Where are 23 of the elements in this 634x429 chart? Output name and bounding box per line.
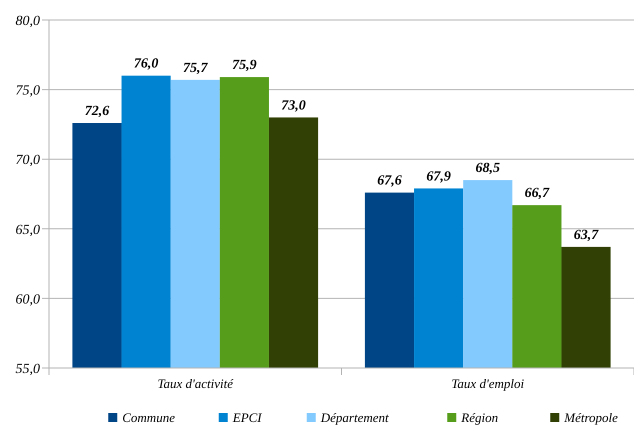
legend-label: Commune xyxy=(122,410,176,425)
legend-label: Département xyxy=(320,410,390,425)
data-label: 75,9 xyxy=(232,58,257,74)
legend-label: EPCI xyxy=(232,410,262,425)
x-tick-label: Taux d'emploi xyxy=(451,376,524,391)
data-label: 63,7 xyxy=(574,228,600,243)
data-label: 73,0 xyxy=(281,98,306,114)
legend-label: Région xyxy=(460,410,498,425)
data-label: 76,0 xyxy=(134,56,158,72)
y-tick-label: 55,0 xyxy=(16,362,40,377)
legend-label: Métropole xyxy=(563,410,618,425)
y-tick-label: 75,0 xyxy=(16,84,40,99)
y-tick-label: 60,0 xyxy=(16,292,40,308)
y-tick-label: 70,0 xyxy=(16,153,40,168)
y-tick-label: 65,0 xyxy=(16,222,40,238)
y-tick-label: 80,0 xyxy=(16,14,40,29)
data-label: 66,7 xyxy=(524,186,550,202)
x-tick-label: Taux d'activité xyxy=(157,376,234,391)
data-label: 68,5 xyxy=(476,161,500,176)
data-label: 67,9 xyxy=(426,169,451,184)
data-label: 67,6 xyxy=(377,174,402,189)
data-label: 75,7 xyxy=(183,60,208,76)
data-label: 72,6 xyxy=(84,104,110,120)
